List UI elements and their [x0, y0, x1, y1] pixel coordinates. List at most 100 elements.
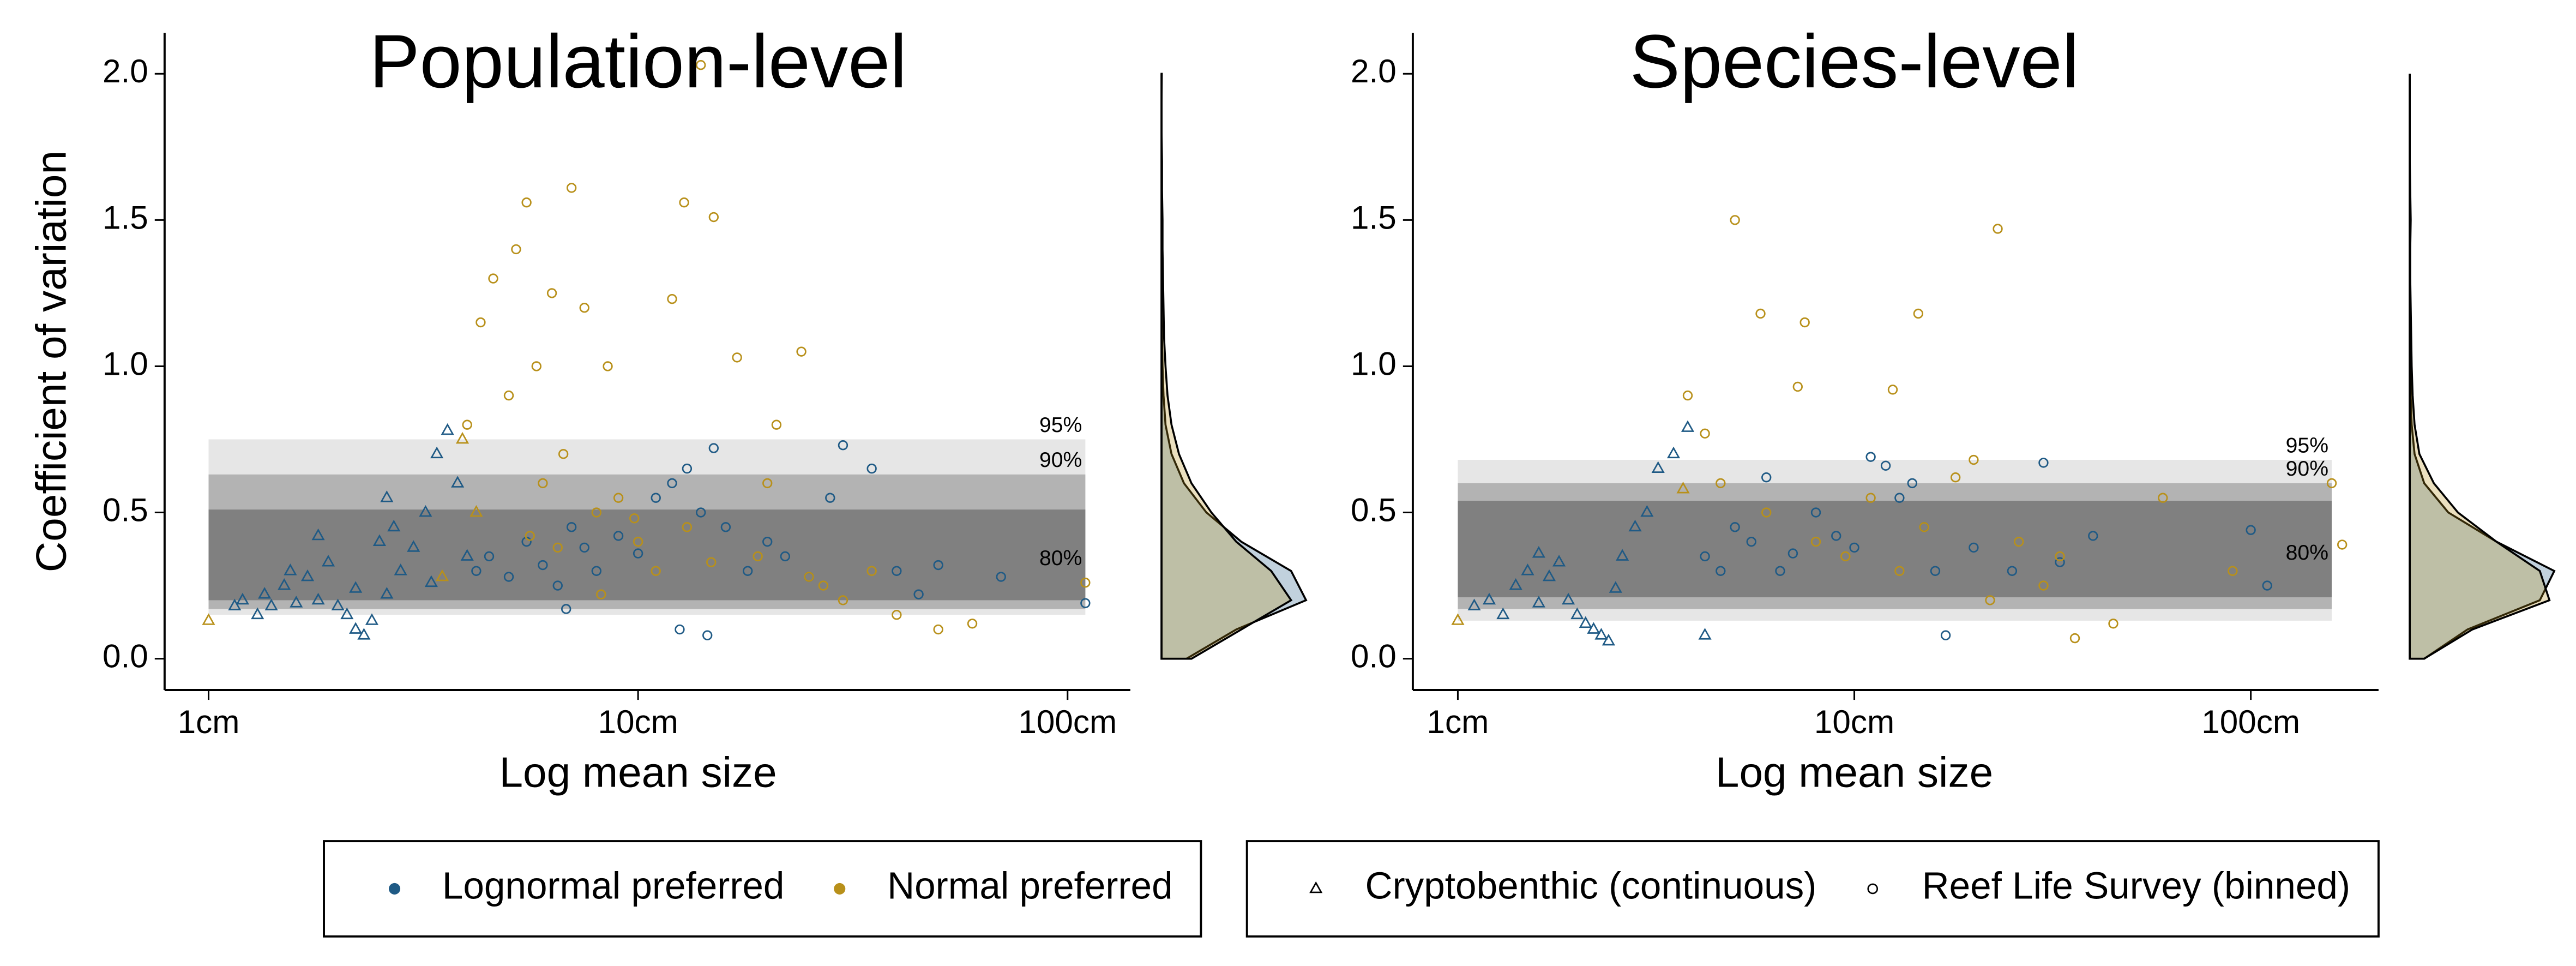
data-point	[387, 519, 401, 532]
data-point	[603, 361, 613, 371]
data-point	[1682, 390, 1693, 401]
data-point	[2337, 539, 2348, 550]
y-tick-label: 1.5	[1351, 199, 1397, 236]
data-point	[1640, 505, 1654, 517]
data-point	[1570, 607, 1584, 620]
data-point	[675, 624, 685, 635]
data-point	[278, 578, 291, 590]
x-tick-label: 100cm	[2201, 703, 2300, 740]
legend-label: Cryptobenthic (continuous)	[1365, 865, 1817, 907]
y-tick-label: 0.0	[103, 638, 148, 675]
data-point	[1969, 454, 1979, 465]
data-point	[743, 566, 753, 576]
data-point	[380, 587, 394, 599]
legend-frame	[1245, 840, 2380, 938]
data-point	[1840, 551, 1851, 562]
y-tick-label: 2.0	[103, 52, 148, 89]
data-point	[2158, 493, 2168, 503]
data-point	[838, 440, 848, 451]
data-point	[892, 566, 902, 576]
data-point	[1887, 385, 1898, 395]
data-point	[2246, 525, 2256, 535]
data-point	[682, 463, 693, 474]
y-tick-label: 0.5	[1351, 491, 1397, 528]
x-tick-label: 1cm	[1427, 703, 1489, 740]
data-point	[264, 598, 278, 610]
data-point	[2014, 536, 2024, 547]
data-point	[996, 572, 1006, 582]
data-point	[1594, 628, 1608, 640]
panel: 95% 90% 80% 0.0 0.5 1.0 1.5 2.0 1cm 10cm 100cm Popu…	[27, 20, 1308, 796]
legend-label: Reef Life Survey (binned)	[1922, 865, 2350, 907]
data-point	[228, 598, 242, 610]
data-point	[1907, 478, 1917, 489]
data-point	[380, 490, 394, 502]
data-point	[1865, 493, 1876, 503]
legend-marker	[388, 883, 401, 895]
data-point	[866, 566, 877, 576]
data-point	[2108, 619, 2118, 629]
legend-frame	[323, 840, 1202, 938]
data-point	[651, 566, 661, 576]
data-point	[1950, 472, 1961, 483]
band-label: 90%	[1039, 448, 1082, 472]
data-point	[1532, 546, 1545, 558]
data-point	[1810, 536, 1821, 547]
data-point	[1993, 224, 2003, 234]
data-point	[1930, 566, 1941, 576]
data-point	[702, 630, 713, 640]
band-label: 80%	[2286, 541, 2328, 565]
data-point	[633, 548, 643, 559]
data-point	[1080, 598, 1091, 608]
data-point	[2038, 580, 2049, 591]
data-point	[2038, 458, 2049, 468]
data-point	[311, 592, 325, 605]
data-point	[357, 628, 371, 640]
data-point	[441, 423, 454, 435]
data-point	[682, 522, 693, 532]
y-axis-label: Coefficient of variation	[27, 151, 75, 572]
y-tick-label: 0.0	[1351, 638, 1397, 675]
data-point	[419, 505, 432, 517]
data-point	[451, 476, 465, 488]
data-point	[1761, 507, 1772, 518]
data-point	[538, 478, 548, 489]
data-point	[1700, 551, 1710, 562]
data-point	[706, 557, 717, 567]
legend-marker	[1867, 883, 1879, 895]
interval-band	[1458, 501, 2332, 598]
data-point	[696, 60, 706, 70]
data-point	[1602, 633, 1615, 646]
chart-title: Species-level	[1630, 20, 2079, 104]
y-tick-label: 0.5	[103, 491, 148, 528]
data-point	[1467, 598, 1481, 610]
data-point	[1698, 628, 1712, 640]
data-point	[1666, 446, 1681, 459]
y-tick-label: 2.0	[1351, 52, 1397, 89]
x-axis-label: Log mean size	[1716, 748, 1993, 796]
data-point	[629, 513, 640, 524]
data-point	[202, 613, 215, 625]
data-point	[476, 317, 486, 328]
data-point	[1609, 581, 1622, 593]
data-point	[561, 604, 571, 614]
panel: 95%90% 80% 0.0 0.5 1.0 1.5 2.0 1cm 10cm 100cm Spec…	[1351, 20, 2556, 796]
data-point	[1676, 482, 1690, 494]
data-point	[591, 566, 601, 576]
band-label: 90%	[2286, 457, 2328, 481]
data-point	[1451, 613, 1465, 625]
data-point	[1509, 578, 1522, 590]
data-point	[349, 622, 363, 634]
data-point	[771, 419, 782, 430]
data-point	[531, 361, 541, 371]
data-point	[430, 446, 444, 459]
data-point	[546, 288, 557, 298]
data-point	[1628, 519, 1642, 532]
data-point	[651, 493, 661, 503]
data-point	[1792, 381, 1803, 392]
data-point	[1913, 308, 1924, 319]
data-point	[1651, 461, 1665, 473]
data-point	[1746, 536, 1756, 547]
data-point	[1919, 522, 1929, 532]
